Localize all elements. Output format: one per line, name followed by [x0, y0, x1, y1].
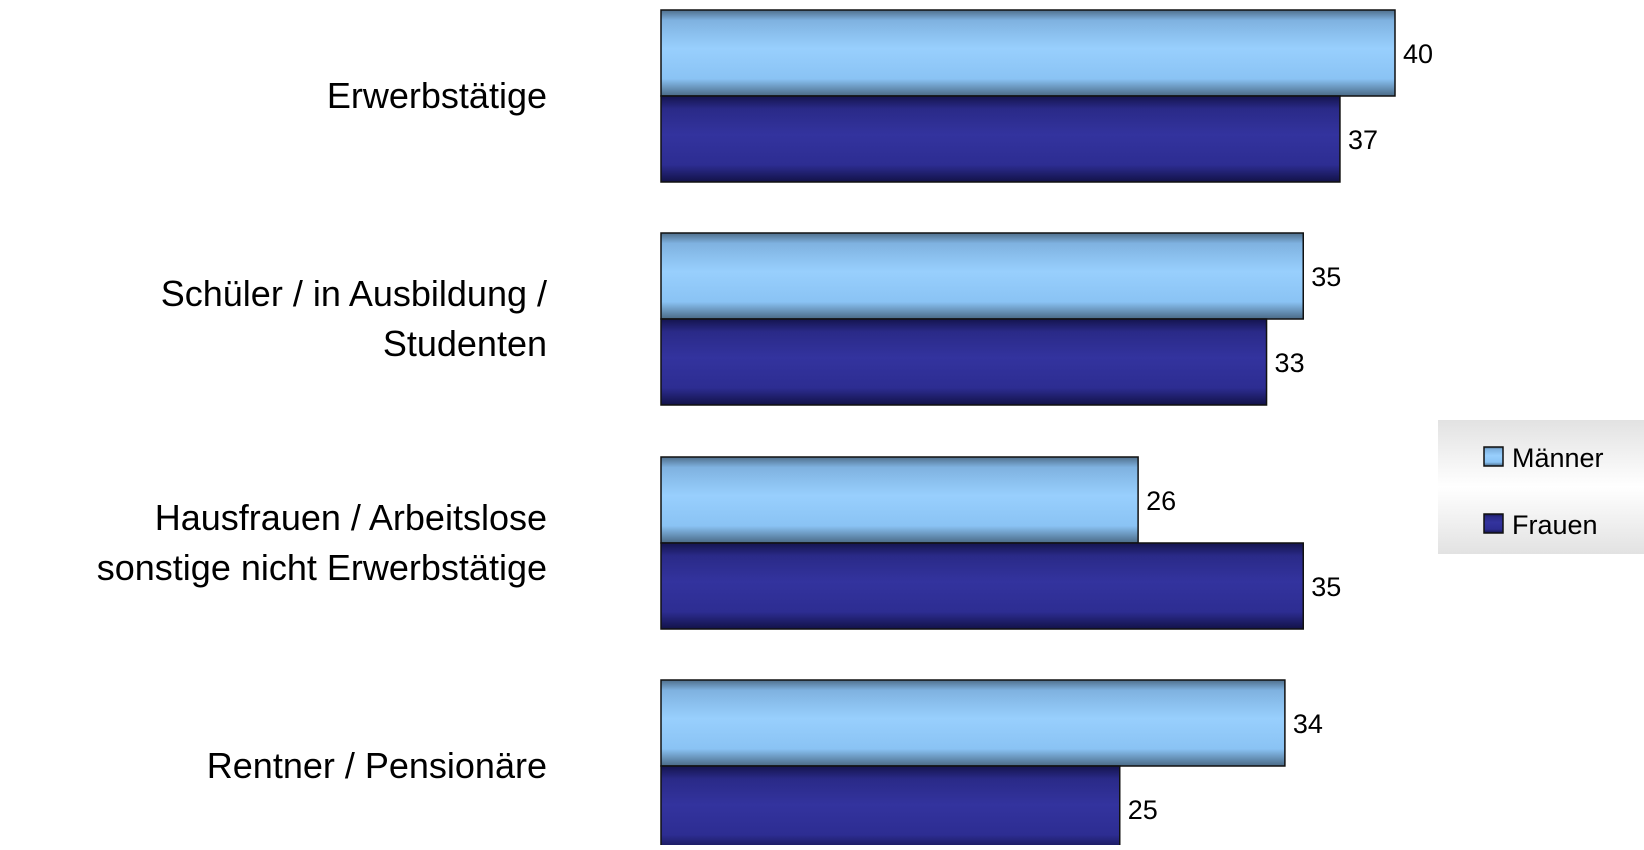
value-label: 25: [1128, 795, 1158, 825]
bar-maenner-2: [660, 232, 1304, 320]
value-label: 35: [1311, 572, 1341, 602]
legend-label-maenner: Männer: [1512, 443, 1604, 473]
category-labels: Erwerbstätige Schüler / in Ausbildung / St…: [97, 75, 547, 786]
value-label: 26: [1146, 486, 1176, 516]
legend-swatch-frauen: [1483, 513, 1504, 534]
category-label: sonstige nicht Erwerbstätige: [97, 547, 547, 588]
legend-background: [1438, 420, 1644, 554]
value-labels: 40 37 35 33 26 35 34 25: [1128, 39, 1433, 825]
bar-frauen-2: [660, 318, 1268, 406]
value-label: 37: [1348, 125, 1378, 155]
bar-maenner-4: [660, 679, 1286, 767]
legend-swatch-maenner: [1483, 446, 1504, 467]
category-label: Schüler / in Ausbildung /: [161, 273, 547, 314]
category-label: Erwerbstätige: [327, 75, 547, 116]
category-label: Hausfrauen / Arbeitslose: [155, 497, 547, 538]
category-label: Studenten: [383, 323, 547, 364]
category-label: Rentner / Pensionäre: [207, 745, 547, 786]
bar-maenner-3: [660, 456, 1139, 544]
bar-maenner-1: [660, 9, 1396, 97]
legend-label-frauen: Frauen: [1512, 510, 1598, 540]
value-label: 33: [1275, 348, 1305, 378]
value-label: 35: [1311, 262, 1341, 292]
legend: Männer Frauen: [1438, 420, 1644, 554]
value-label: 34: [1293, 709, 1323, 739]
value-label: 40: [1403, 39, 1433, 69]
bar-frauen-1: [660, 95, 1341, 183]
bar-frauen-3: [660, 542, 1304, 630]
bars: [660, 9, 1396, 850]
bar-frauen-4: [660, 765, 1121, 850]
